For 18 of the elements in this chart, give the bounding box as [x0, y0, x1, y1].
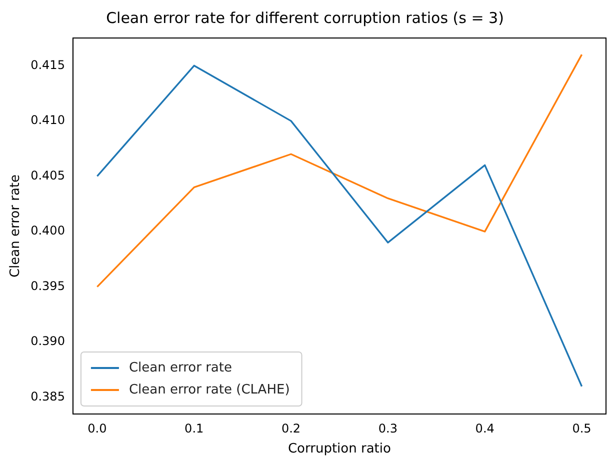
y-tick-label: 0.385	[30, 390, 65, 404]
y-tick-label: 0.390	[30, 334, 65, 348]
y-tick-label: 0.405	[30, 168, 65, 182]
x-tick-label: 0.4	[475, 421, 494, 436]
chart-title: Clean error rate for different corruption ratios (s = 3)	[106, 8, 504, 27]
legend-label: Clean error rate (CLAHE)	[128, 382, 290, 398]
x-tick-label: 0.2	[281, 421, 301, 436]
x-tick-label: 0.0	[88, 421, 107, 436]
x-tick-label: 0.5	[572, 421, 592, 436]
x-tick-label: 0.3	[378, 421, 398, 436]
y-tick-label: 0.400	[30, 224, 65, 238]
x-axis-title: Corruption ratio	[288, 442, 392, 457]
y-tick-label: 0.415	[30, 58, 65, 72]
x-tick-label: 0.1	[184, 421, 204, 436]
y-tick-label: 0.395	[30, 278, 65, 293]
y-tick-label: 0.410	[30, 113, 65, 128]
y-axis-title: Clean error rate	[8, 174, 24, 278]
legend-label: Clean error rate	[128, 360, 232, 376]
